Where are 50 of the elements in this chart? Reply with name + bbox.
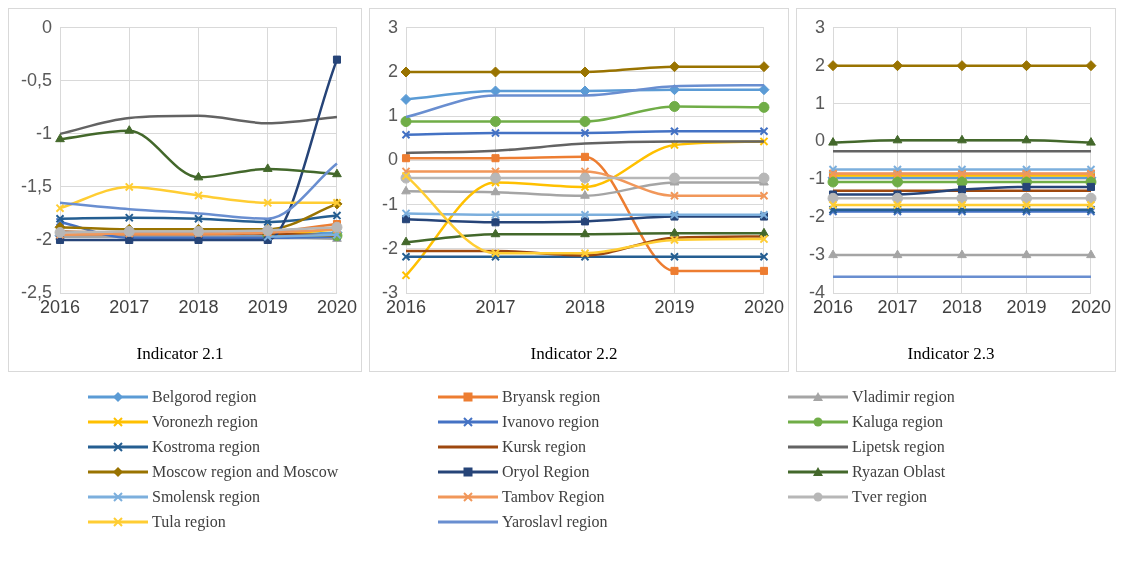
- y-tick-label: 2: [387, 60, 398, 81]
- y-tick-label: -2: [36, 228, 53, 249]
- y-tick-label: 1: [387, 105, 398, 126]
- y-tick-label: 0: [814, 130, 825, 151]
- legend-label: Vladimir region: [852, 387, 955, 406]
- y-tick-label: 2: [814, 54, 825, 75]
- x-tick-label: 2020: [743, 296, 784, 317]
- x-tick-label: 2017: [475, 296, 516, 317]
- legend-label: Oryol Region: [502, 462, 590, 481]
- legend-label: Yaroslavl region: [502, 512, 608, 531]
- legend-label: Belgorod region: [152, 387, 257, 406]
- text: Indicator 2.3: [907, 344, 995, 364]
- legend-label: Tula region: [152, 512, 226, 531]
- y-tick-label: 1: [814, 92, 825, 113]
- legend-label: Ryazan Oblast: [852, 462, 946, 481]
- x-tick-label: 2018: [564, 296, 606, 317]
- y-tick-label: 3: [814, 16, 825, 37]
- y-tick-label: 3: [387, 16, 398, 37]
- legend-label: Smolensk region: [152, 487, 260, 506]
- legend-label: Voronezh region: [152, 412, 258, 431]
- y-tick-label: -1: [808, 168, 825, 189]
- x-tick-label: 2017: [877, 296, 918, 317]
- legend-label: Tambov Region: [502, 487, 605, 506]
- legend-label: Tver region: [852, 487, 928, 506]
- x-tick-label: 2018: [941, 296, 983, 317]
- x-tick-label: 2017: [109, 296, 150, 317]
- x-tick-label: 2019: [1006, 296, 1047, 317]
- y-tick-label: -3: [808, 244, 825, 265]
- text: Indicator 2.1: [136, 344, 224, 364]
- legend-label: Kostroma region: [152, 437, 260, 456]
- text: Indicator 2.2: [530, 344, 618, 364]
- y-tick-label: -2: [381, 237, 398, 258]
- x-tick-label: 2020: [1070, 296, 1111, 317]
- legend-label: Kaluga region: [852, 412, 944, 431]
- y-tick-label: -1: [36, 122, 53, 143]
- x-tick-label: 2019: [247, 296, 288, 317]
- legend-label: Lipetsk region: [852, 437, 945, 456]
- y-tick-label: 0: [387, 149, 398, 170]
- legend-label: Moscow region and Moscow: [152, 462, 339, 481]
- y-tick-label: 0: [42, 16, 53, 37]
- legend-label: Ivanovo region: [502, 412, 600, 431]
- x-tick-label: 2020: [316, 296, 357, 317]
- y-tick-label: -2: [808, 206, 825, 227]
- legend-label: Kursk region: [502, 437, 586, 456]
- x-tick-label: 2018: [178, 296, 219, 317]
- x-tick-label: 2019: [654, 296, 695, 317]
- y-tick-label: -1: [381, 193, 398, 214]
- y-tick-label: -0,5: [20, 69, 53, 90]
- y-tick-label: -1,5: [20, 175, 53, 196]
- legend-label: Bryansk region: [502, 387, 601, 406]
